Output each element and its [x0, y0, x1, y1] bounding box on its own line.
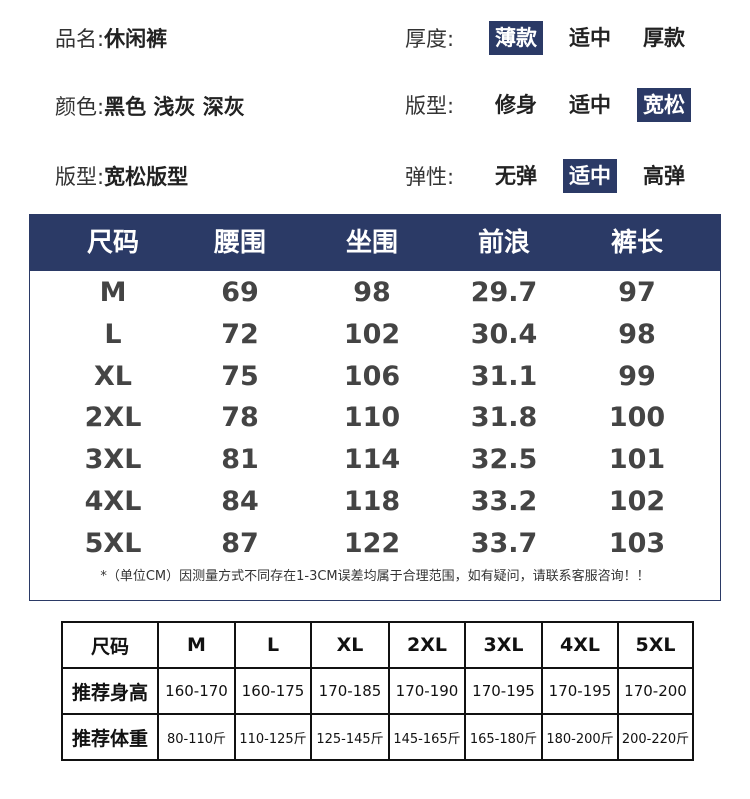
measurement-cell: 84	[221, 486, 259, 517]
size-cell: 4XL	[84, 486, 142, 517]
weight-cell: 200-220斤	[617, 713, 694, 761]
header-front-rise: 前浪	[477, 228, 530, 258]
product-name-value: 休闲裤	[104, 27, 168, 51]
weight-cell: 110-125斤	[234, 713, 312, 761]
height-cell: 170-195	[464, 667, 543, 715]
elasticity-option-medium[interactable]: 适中	[563, 159, 617, 193]
measurement-cell: 106	[343, 360, 401, 392]
height-cell: 170-200	[617, 667, 694, 715]
product-name-label: 品名:	[55, 27, 105, 51]
style-option-slim[interactable]: 修身	[495, 93, 537, 117]
weight-cell: 165-180斤	[464, 713, 543, 761]
height-label: 推荐身高	[61, 667, 159, 715]
color-value: 黑色 浅灰 深灰	[104, 95, 245, 119]
size-cell: M	[99, 277, 127, 308]
elasticity-option-high[interactable]: 高弹	[643, 164, 685, 188]
measurement-cell: 31.8	[470, 402, 538, 434]
measurement-cell: 100	[608, 402, 666, 434]
thickness-label-row: 厚度:	[405, 21, 454, 55]
size-cell: 3XL	[84, 444, 142, 476]
size-cell: XL	[93, 360, 133, 392]
weight-label: 推荐体重	[61, 713, 159, 761]
measurement-note: *（单位CM）因测量方式不同存在1-3CM误差均属于合理范围，如有疑问，请联系客…	[100, 569, 650, 584]
style-label: 版型:	[405, 94, 455, 118]
header-waist: 腰围	[213, 228, 266, 258]
product-name-row: 品名: 休闲裤	[55, 21, 167, 55]
weight-cell: 125-145斤	[310, 713, 390, 761]
size-chart-header: 尺码 腰围 坐围 前浪 裤长	[30, 215, 720, 271]
fit-value: 宽松版型	[104, 165, 189, 189]
rec-header-2xl: 2XL	[388, 621, 466, 669]
size-cell: 2XL	[84, 402, 142, 434]
color-row: 颜色: 黑色 浅灰 深灰	[55, 89, 245, 123]
height-cell: 170-185	[310, 667, 390, 715]
measurement-cell: 102	[343, 318, 401, 350]
fit-row: 版型: 宽松版型	[55, 159, 188, 193]
height-cell: 160-175	[234, 667, 312, 715]
measurement-cell: 103	[608, 527, 666, 559]
measurement-cell: 87	[221, 527, 259, 559]
elasticity-option-none[interactable]: 无弹	[495, 164, 537, 188]
measurement-cell: 114	[343, 444, 401, 476]
measurement-cell: 30.4	[470, 318, 538, 350]
weight-cell: 80-110斤	[157, 713, 236, 761]
measurement-cell: 98	[353, 277, 391, 308]
style-option-loose[interactable]: 宽松	[637, 88, 691, 122]
thickness-option-thick[interactable]: 厚款	[643, 26, 685, 50]
measurement-cell: 101	[608, 444, 666, 476]
measurement-cell: 98	[618, 318, 656, 350]
recommendation-table: 尺码 M L XL 2XL 3XL 4XL 5XL 推荐身高 160-170 1…	[61, 621, 694, 761]
measurement-cell: 102	[608, 486, 666, 517]
rec-header-4xl: 4XL	[541, 621, 619, 669]
measurement-cell: 81	[221, 444, 259, 476]
height-cell: 170-190	[388, 667, 466, 715]
height-cell: 170-195	[541, 667, 619, 715]
rec-header-xl: XL	[310, 621, 390, 669]
weight-cell: 145-165斤	[388, 713, 466, 761]
rec-header-5xl: 5XL	[617, 621, 694, 669]
weight-cell: 180-200斤	[541, 713, 619, 761]
measurement-cell: 72	[221, 318, 259, 350]
size-cell: 5XL	[84, 527, 142, 559]
header-hip: 坐围	[345, 228, 398, 258]
thickness-option-thin[interactable]: 薄款	[489, 21, 543, 55]
elasticity-label: 弹性:	[405, 165, 455, 189]
style-label-row: 版型:	[405, 88, 454, 122]
size-cell: L	[104, 318, 122, 350]
measurement-cell: 78	[221, 402, 259, 434]
fit-label: 版型:	[55, 165, 105, 189]
measurement-cell: 29.7	[470, 277, 538, 308]
rec-header-3xl: 3XL	[464, 621, 543, 669]
rec-header-l: L	[234, 621, 312, 669]
measurement-cell: 99	[618, 360, 656, 392]
measurement-cell: 110	[343, 402, 401, 434]
measurement-cell: 122	[343, 527, 401, 559]
measurement-cell: 33.7	[470, 527, 538, 559]
height-cell: 160-170	[157, 667, 236, 715]
style-option-regular[interactable]: 适中	[569, 93, 611, 117]
thickness-option-medium[interactable]: 适中	[569, 26, 611, 50]
header-pants-length: 裤长	[610, 228, 663, 258]
measurement-cell: 33.2	[470, 486, 538, 517]
measurement-cell: 32.5	[470, 444, 538, 476]
measurement-cell: 31.1	[470, 360, 538, 392]
table-row: 尺码 M L XL 2XL 3XL 4XL 5XL	[61, 621, 694, 669]
table-row: 推荐身高 160-170 160-175 170-185 170-190 170…	[61, 667, 694, 715]
elasticity-label-row: 弹性:	[405, 159, 454, 193]
color-label: 颜色:	[55, 95, 105, 119]
thickness-label: 厚度:	[405, 27, 455, 51]
table-row: 推荐体重 80-110斤 110-125斤 125-145斤 145-165斤 …	[61, 713, 694, 761]
measurement-cell: 69	[221, 277, 259, 308]
rec-header-size: 尺码	[61, 621, 159, 669]
measurement-cell: 75	[221, 360, 259, 392]
header-size: 尺码	[86, 228, 139, 258]
size-chart: 尺码 腰围 坐围 前浪 裤长 M 69 98 29.7 97 L 72 102 30.4 98 XL…	[29, 214, 721, 601]
measurement-cell: 118	[343, 486, 401, 517]
measurement-cell: 97	[618, 277, 656, 308]
rec-header-m: M	[157, 621, 236, 669]
